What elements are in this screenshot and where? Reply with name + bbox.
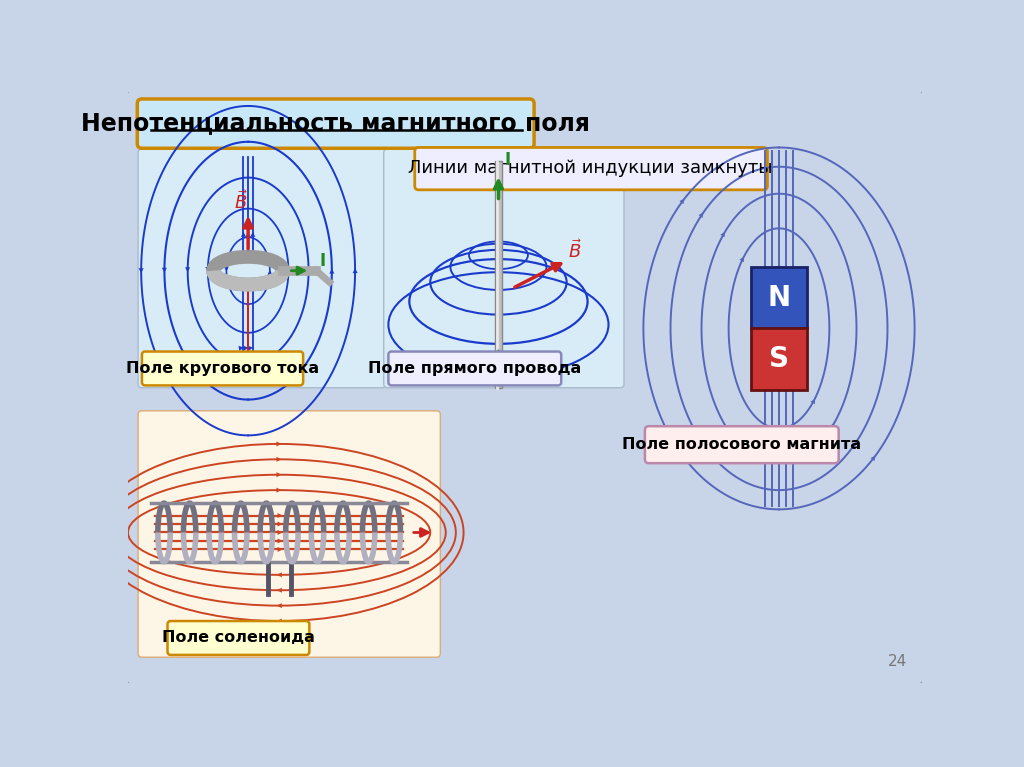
FancyBboxPatch shape xyxy=(168,621,309,655)
Text: S: S xyxy=(769,345,790,374)
Text: N: N xyxy=(767,284,791,311)
Text: Поле соленоида: Поле соленоида xyxy=(162,630,314,646)
FancyBboxPatch shape xyxy=(384,149,624,388)
Bar xyxy=(751,267,807,328)
FancyBboxPatch shape xyxy=(645,426,839,463)
Text: $\vec{B}$: $\vec{B}$ xyxy=(568,239,583,262)
Bar xyxy=(751,328,807,390)
Text: $\vec{B}$: $\vec{B}$ xyxy=(234,190,248,213)
Text: 24: 24 xyxy=(888,653,907,669)
FancyBboxPatch shape xyxy=(415,147,767,189)
Text: Поле полосового магнита: Поле полосового магнита xyxy=(623,437,861,453)
FancyBboxPatch shape xyxy=(138,411,440,657)
Text: I: I xyxy=(319,252,326,270)
Text: Поле кругового тока: Поле кругового тока xyxy=(126,361,319,376)
Text: Непотенциальность магнитного поля: Непотенциальность магнитного поля xyxy=(81,111,590,135)
FancyBboxPatch shape xyxy=(388,351,561,385)
Bar xyxy=(495,160,503,389)
Text: Поле прямого провода: Поле прямого провода xyxy=(368,361,581,376)
Text: Линии магнитной индукции замкнуты: Линии магнитной индукции замкнуты xyxy=(409,160,773,177)
FancyBboxPatch shape xyxy=(125,89,925,686)
Text: I: I xyxy=(505,151,511,170)
FancyBboxPatch shape xyxy=(138,149,386,388)
FancyBboxPatch shape xyxy=(142,351,303,385)
FancyBboxPatch shape xyxy=(137,99,535,148)
